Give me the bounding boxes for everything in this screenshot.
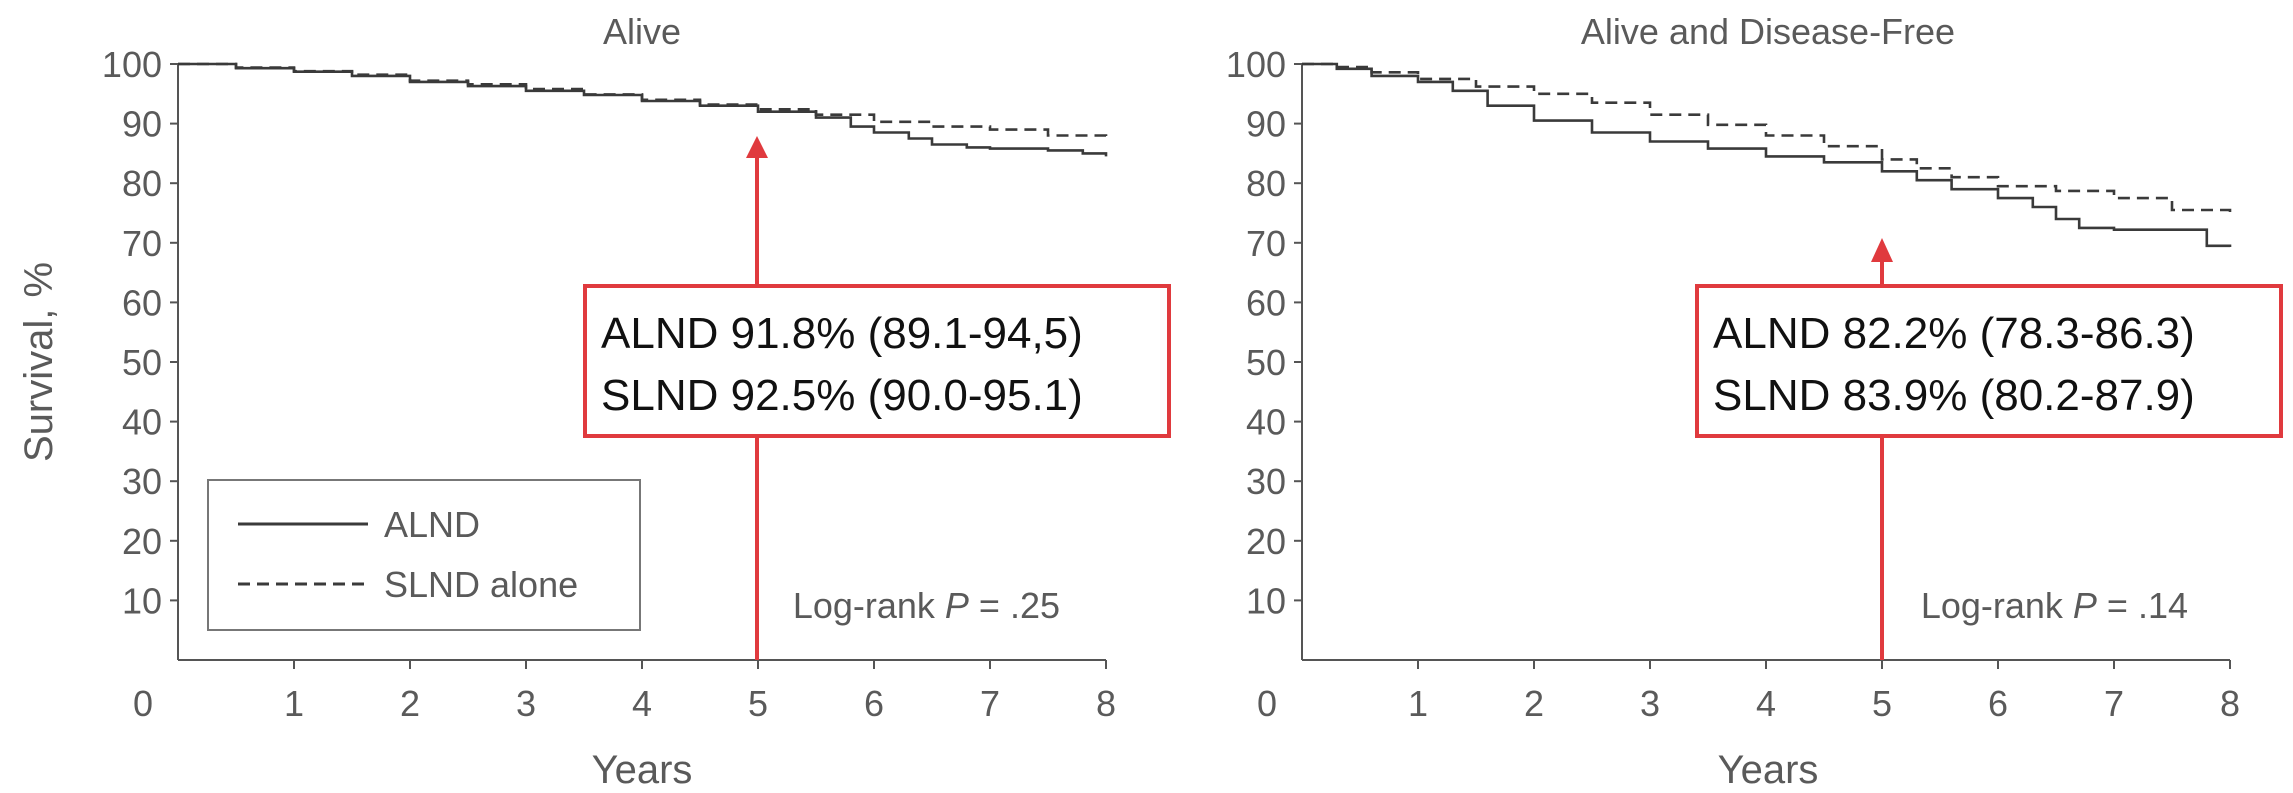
- logrank-text: Log-rank P = .25: [793, 585, 1060, 626]
- panel-alive: Alive 10 20 30 40 50 60 70 80 90 100 0 1 2 3 4 5 6 7 8 Ye…: [102, 11, 1171, 792]
- x-tick-label: 8: [1096, 683, 1116, 724]
- x-tick-label: 2: [400, 683, 420, 724]
- annotation-line-alnd: ALND 82.2% (78.3-86.3): [1713, 309, 2195, 358]
- y-tick-label: 60: [122, 282, 162, 323]
- x-tick-label: 1: [284, 683, 304, 724]
- legend-box: [207, 479, 641, 631]
- x-tick-label: 6: [1988, 683, 2008, 724]
- x-ticks: 0 1 2 3 4 5 6 7 8: [1257, 660, 2240, 724]
- legend: ALND SLND alone: [207, 479, 641, 631]
- x-tick-label: 5: [748, 683, 768, 724]
- series-line-slnd: [1302, 62, 2232, 215]
- y-tick-label: 10: [122, 580, 162, 621]
- x-tick-label: 3: [1640, 683, 1660, 724]
- annotation-box: [583, 284, 1171, 438]
- survival-curves: [178, 62, 1108, 157]
- annotation-box: [1695, 284, 2283, 438]
- y-tick-label: 80: [122, 163, 162, 204]
- series-line-slnd: [178, 62, 1108, 138]
- y-ticks: 10 20 30 40 50 60 70 80 90 100: [1226, 44, 1302, 621]
- x-tick-label: 3: [516, 683, 536, 724]
- annotation-line-alnd: ALND 91.8% (89.1-94,5): [601, 309, 1083, 358]
- x-tick-label: 4: [1756, 683, 1776, 724]
- y-tick-label: 10: [1246, 580, 1286, 621]
- y-tick-label: 90: [1246, 104, 1286, 145]
- annotation-callout: ALND 82.2% (78.3-86.3) SLND 83.9% (80.2-…: [1695, 238, 2283, 660]
- y-ticks: 10 20 30 40 50 60 70 80 90 100: [102, 44, 178, 621]
- y-tick-label: 100: [1226, 44, 1286, 85]
- y-tick-label: 40: [122, 402, 162, 443]
- y-tick-label: 100: [102, 44, 162, 85]
- y-axis-label: Survival, %: [17, 262, 61, 462]
- x-axis-label: Years: [592, 748, 693, 792]
- annotation-line-slnd: SLND 83.9% (80.2-87.9): [1713, 371, 2195, 420]
- x-tick-label: 8: [2220, 683, 2240, 724]
- x-tick-label: 6: [864, 683, 884, 724]
- legend-label-slnd: SLND alone: [384, 564, 578, 605]
- y-tick-label: 30: [122, 461, 162, 502]
- y-tick-label: 20: [122, 521, 162, 562]
- annotation-arrowhead: [746, 136, 768, 158]
- x-tick-label: 0: [133, 683, 153, 724]
- annotation-arrowhead: [1871, 238, 1893, 262]
- x-tick-label: 2: [1524, 683, 1544, 724]
- y-tick-label: 60: [1246, 282, 1286, 323]
- x-tick-label: 7: [980, 683, 1000, 724]
- y-tick-label: 50: [122, 342, 162, 383]
- x-tick-label: 7: [2104, 683, 2124, 724]
- y-tick-label: 50: [1246, 342, 1286, 383]
- x-tick-label: 4: [632, 683, 652, 724]
- series-line-alnd: [1302, 62, 2232, 248]
- chart-title: Alive: [603, 11, 681, 52]
- survival-curves: [1302, 62, 2232, 248]
- annotation-callout: ALND 91.8% (89.1-94,5) SLND 92.5% (90.0-…: [583, 136, 1171, 660]
- x-tick-label: 0: [1257, 683, 1277, 724]
- y-tick-label: 40: [1246, 402, 1286, 443]
- y-tick-label: 70: [122, 223, 162, 264]
- annotation-line-slnd: SLND 92.5% (90.0-95.1): [601, 371, 1083, 420]
- panel-alive-disease-free: Alive and Disease-Free 10203040506070809…: [1226, 11, 2283, 792]
- logrank-text: Log-rank P = .14: [1921, 585, 2188, 626]
- x-tick-label: 5: [1872, 683, 1892, 724]
- x-tick-label: 1: [1408, 683, 1428, 724]
- series-line-alnd: [178, 62, 1108, 157]
- y-tick-label: 80: [1246, 163, 1286, 204]
- y-tick-label: 70: [1246, 223, 1286, 264]
- legend-label-alnd: ALND: [384, 504, 480, 545]
- x-ticks: 0 1 2 3 4 5 6 7 8: [133, 660, 1116, 724]
- y-tick-label: 90: [122, 104, 162, 145]
- chart-title: Alive and Disease-Free: [1581, 11, 1955, 52]
- y-tick-label: 30: [1246, 461, 1286, 502]
- x-axis-label: Years: [1718, 748, 1819, 792]
- y-tick-label: 20: [1246, 521, 1286, 562]
